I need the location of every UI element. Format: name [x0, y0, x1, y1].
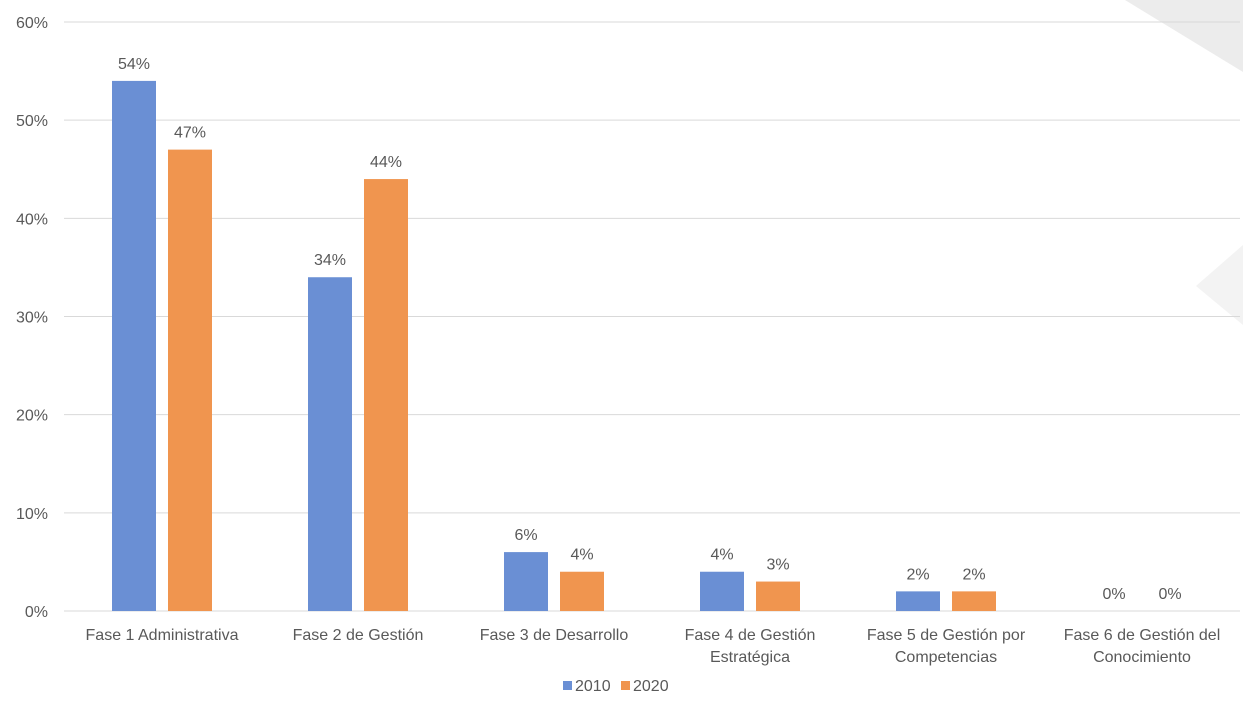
bars — [112, 80, 996, 612]
data-label: 3% — [766, 557, 789, 574]
background-decoration — [1196, 245, 1243, 325]
y-tick-label: 60% — [16, 15, 48, 32]
legend-label: 2020 — [633, 678, 669, 695]
data-label: 54% — [118, 56, 150, 73]
x-axis-category-label: Fase 4 de Gestión — [685, 627, 816, 644]
data-label: 2% — [906, 566, 929, 583]
bar-2020 — [560, 571, 604, 611]
data-label: 2% — [962, 566, 985, 583]
y-tick-label: 30% — [16, 310, 48, 327]
x-axis-category-label: Competencias — [895, 649, 997, 666]
y-tick-label: 0% — [25, 604, 48, 621]
x-axis-category-label: Fase 3 de Desarrollo — [480, 627, 629, 644]
x-axis-category-label: Fase 5 de Gestión por — [867, 627, 1026, 644]
bar-2020 — [952, 591, 996, 611]
data-label: 34% — [314, 252, 346, 269]
data-labels: 54% 47% 34% 44% 6% 4% 4% 3% 2% 2% 0% 0% — [118, 56, 1182, 603]
bar-2010 — [308, 277, 352, 611]
data-label: 6% — [514, 527, 537, 544]
bar-2020 — [756, 581, 800, 611]
x-axis-category-label: Fase 6 de Gestión del — [1064, 627, 1221, 644]
y-tick-label: 20% — [16, 408, 48, 425]
y-tick-label: 40% — [16, 211, 48, 228]
y-axis-ticks: 0% 10% 20% 30% 40% 50% 60% — [16, 15, 48, 621]
bar-2010 — [700, 571, 744, 611]
data-label: 4% — [710, 547, 733, 564]
bar-2020 — [168, 149, 212, 611]
data-label: 0% — [1102, 586, 1125, 603]
x-axis-categories: Fase 1 Administrativa Fase 2 de Gestión Fa… — [86, 627, 1221, 666]
data-label: 0% — [1158, 586, 1181, 603]
bar-2020 — [364, 179, 408, 612]
x-axis-category-label: Fase 1 Administrativa — [86, 627, 239, 644]
legend-swatch-2010 — [563, 681, 572, 690]
data-label: 4% — [570, 547, 593, 564]
bar-2010 — [896, 591, 940, 611]
bar-2010 — [112, 80, 156, 611]
x-axis-category-label: Conocimiento — [1093, 649, 1191, 666]
legend-swatch-2020 — [621, 681, 630, 690]
data-label: 44% — [370, 154, 402, 171]
x-axis-category-label: Fase 2 de Gestión — [293, 627, 424, 644]
data-label: 47% — [174, 125, 206, 142]
x-axis-category-label: Estratégica — [710, 649, 790, 666]
y-tick-label: 10% — [16, 506, 48, 523]
gridlines — [64, 21, 1240, 612]
legend: 2010 2020 — [563, 678, 669, 695]
y-tick-label: 50% — [16, 113, 48, 130]
legend-label: 2010 — [575, 678, 611, 695]
background-decoration — [1125, 0, 1243, 72]
bar-2010 — [504, 552, 548, 611]
